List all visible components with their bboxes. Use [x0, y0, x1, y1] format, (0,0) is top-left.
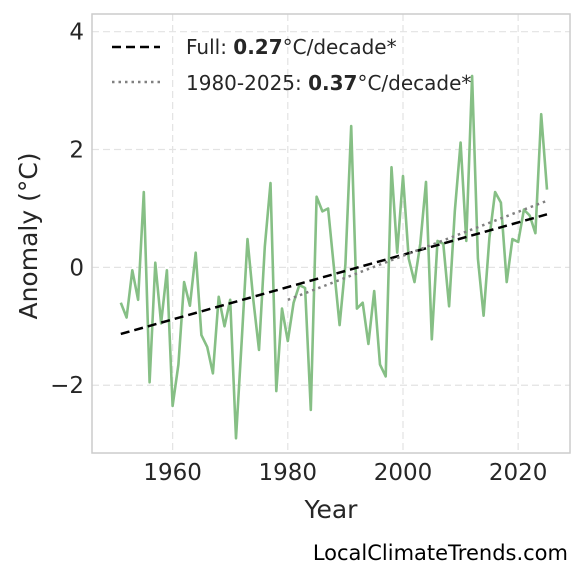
- y-tick-label-2: 2: [69, 138, 84, 164]
- legend-recent-trend-label: 1980-2025: 0.37°C/decade*: [186, 71, 471, 95]
- legend-full-suffix: °C/decade*: [283, 35, 397, 59]
- y-tick-labels: 4 2 0 −2: [50, 20, 84, 400]
- legend-recent-prefix: 1980-2025:: [186, 71, 308, 95]
- legend-recent-suffix: °C/decade*: [357, 71, 471, 95]
- full-trend-line: [120, 213, 548, 336]
- x-axis-title: Year: [304, 495, 359, 524]
- legend-full-trend-label: Full: 0.27°C/decade*: [186, 35, 397, 59]
- x-tick-label-2000: 2000: [374, 460, 433, 486]
- x-tick-label-1980: 1980: [259, 460, 318, 486]
- y-axis-title: Anomaly (°C): [14, 152, 43, 319]
- legend-recent-rate: 0.37: [308, 71, 357, 95]
- y-tick-label-0: 0: [69, 255, 84, 281]
- site-credit: LocalClimateTrends.com: [313, 541, 568, 565]
- series-layer: [119, 74, 549, 440]
- legend: Full: 0.27°C/decade* 1980-2025: 0.37°C/d…: [112, 35, 471, 95]
- legend-full-rate: 0.27: [233, 35, 282, 59]
- legend-full-prefix: Full:: [186, 35, 233, 59]
- recent-trend-line: [287, 199, 548, 301]
- y-tick-label-neg2: −2: [50, 373, 84, 399]
- x-tick-label-2020: 2020: [489, 460, 548, 486]
- x-tick-labels: 1960 1980 2000 2020: [143, 460, 547, 486]
- anomaly-series-line: [119, 74, 549, 440]
- plot-frame: [91, 13, 571, 454]
- y-tick-label-4: 4: [69, 20, 84, 46]
- x-tick-label-1960: 1960: [143, 460, 202, 486]
- trend-layer: [120, 199, 548, 336]
